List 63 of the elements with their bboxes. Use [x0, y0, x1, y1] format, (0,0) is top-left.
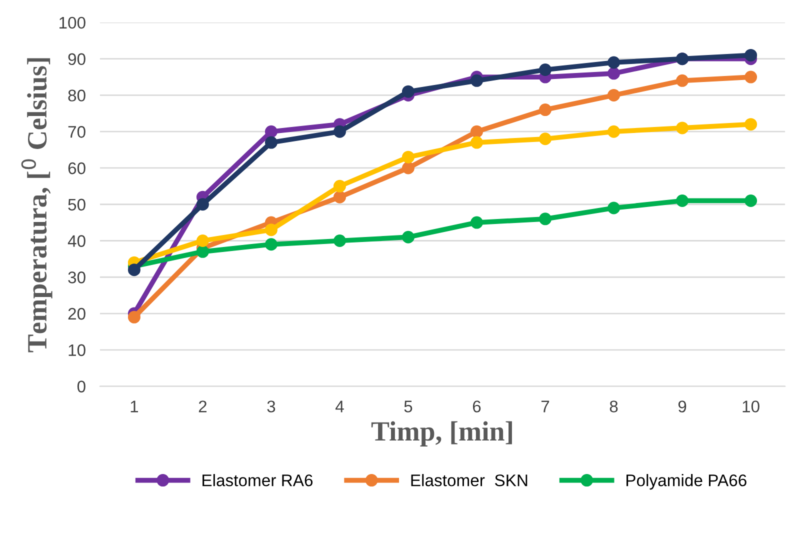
point: [744, 70, 758, 84]
y-tick-label: 30: [68, 272, 86, 284]
point: [744, 48, 758, 62]
point: [333, 180, 346, 192]
point: [333, 190, 346, 204]
point: [196, 234, 209, 247]
x-tick-label: 7: [541, 400, 550, 412]
y-tick-label: 0: [77, 380, 86, 392]
legend-label: Elastomer RA6: [202, 474, 313, 486]
y-tick-label: 60: [68, 162, 86, 174]
point: [608, 202, 620, 214]
point: [264, 238, 278, 251]
point: [744, 118, 758, 131]
point: [264, 224, 278, 236]
y-tick-label: 50: [68, 198, 86, 211]
point: [676, 122, 689, 134]
x-tick-label: 3: [267, 400, 276, 412]
x-tick-label: 4: [335, 400, 344, 412]
x-tick-label: 8: [610, 400, 618, 412]
y-tick-label: 20: [68, 308, 86, 320]
x-tick-label: 10: [742, 400, 760, 412]
point: [196, 198, 209, 211]
point: [196, 245, 209, 258]
x-tick-label: 9: [678, 400, 686, 412]
y-tick-label: 100: [60, 16, 86, 29]
point: [333, 125, 346, 138]
x-tick-label: 6: [472, 400, 481, 412]
y-tick-label: 70: [68, 126, 86, 138]
point: [333, 234, 346, 247]
y-axis-title: Temperatura, [$^{0}$ Celsius]: [21, 58, 52, 352]
x-axis-title: Timp, [min]: [371, 421, 512, 446]
point: [676, 194, 689, 207]
point: [402, 230, 414, 244]
legend-label: Elastomer SKN: [411, 474, 528, 486]
point: [470, 74, 483, 87]
point: [264, 125, 278, 138]
point: [539, 212, 552, 226]
y-tick-label: 80: [68, 90, 86, 102]
point: [402, 150, 414, 164]
point: [539, 64, 552, 76]
x-tick-label: 5: [404, 400, 412, 412]
point: [676, 74, 689, 87]
point: [539, 104, 552, 116]
x-tick-label: 1: [130, 400, 138, 412]
point: [402, 85, 414, 98]
point: [608, 88, 620, 102]
x-tick-label: 2: [198, 400, 207, 412]
point: [402, 162, 414, 174]
point: [264, 136, 278, 149]
point: [608, 56, 620, 69]
point: [470, 216, 483, 229]
y-tick-label: 10: [68, 344, 86, 356]
point: [128, 264, 140, 276]
legend-label: Polyamide PA66: [626, 474, 746, 490]
point: [608, 125, 620, 138]
point: [470, 125, 483, 138]
point: [608, 67, 620, 80]
point: [744, 194, 758, 207]
point: [128, 310, 140, 324]
point: [470, 136, 483, 149]
y-tick-label: 90: [68, 53, 86, 66]
y-tick-label: 40: [68, 235, 86, 247]
point: [539, 132, 552, 146]
